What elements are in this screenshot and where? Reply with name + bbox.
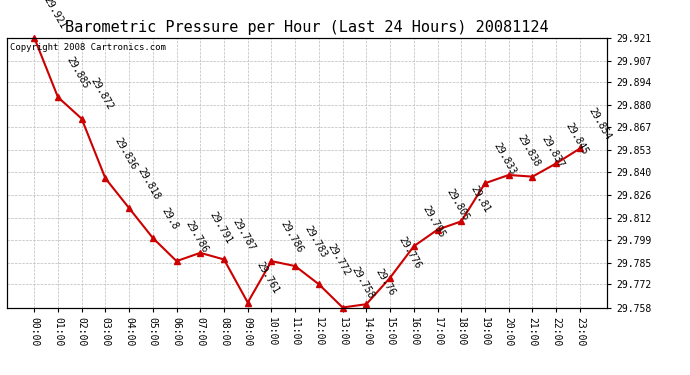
Text: 29.758: 29.758 bbox=[350, 265, 376, 300]
Title: Barometric Pressure per Hour (Last 24 Hours) 20081124: Barometric Pressure per Hour (Last 24 Ho… bbox=[66, 20, 549, 35]
Text: Copyright 2008 Cartronics.com: Copyright 2008 Cartronics.com bbox=[10, 43, 166, 52]
Text: 29.761: 29.761 bbox=[255, 260, 281, 296]
Text: 29.783: 29.783 bbox=[302, 224, 328, 259]
Text: 29.776: 29.776 bbox=[397, 235, 424, 271]
Text: 29.786: 29.786 bbox=[184, 219, 210, 254]
Text: 29.81: 29.81 bbox=[469, 184, 491, 214]
Text: 29.838: 29.838 bbox=[515, 132, 542, 168]
Text: 29.854: 29.854 bbox=[587, 106, 613, 141]
Text: 29.833: 29.833 bbox=[492, 141, 518, 176]
Text: 29.795: 29.795 bbox=[421, 204, 447, 239]
Text: 29.786: 29.786 bbox=[278, 219, 305, 254]
Text: 29.772: 29.772 bbox=[326, 242, 352, 278]
Text: 29.791: 29.791 bbox=[207, 210, 233, 246]
Text: 29.805: 29.805 bbox=[444, 187, 471, 223]
Text: 29.837: 29.837 bbox=[540, 134, 566, 170]
Text: 29.921: 29.921 bbox=[41, 0, 68, 30]
Text: 29.76: 29.76 bbox=[373, 267, 397, 297]
Text: 29.885: 29.885 bbox=[65, 55, 91, 90]
Text: 29.787: 29.787 bbox=[231, 217, 257, 252]
Text: 29.836: 29.836 bbox=[112, 136, 139, 171]
Text: 29.8: 29.8 bbox=[160, 206, 180, 231]
Text: 29.818: 29.818 bbox=[136, 166, 162, 201]
Text: 29.872: 29.872 bbox=[88, 76, 115, 112]
Text: 29.845: 29.845 bbox=[563, 121, 589, 156]
